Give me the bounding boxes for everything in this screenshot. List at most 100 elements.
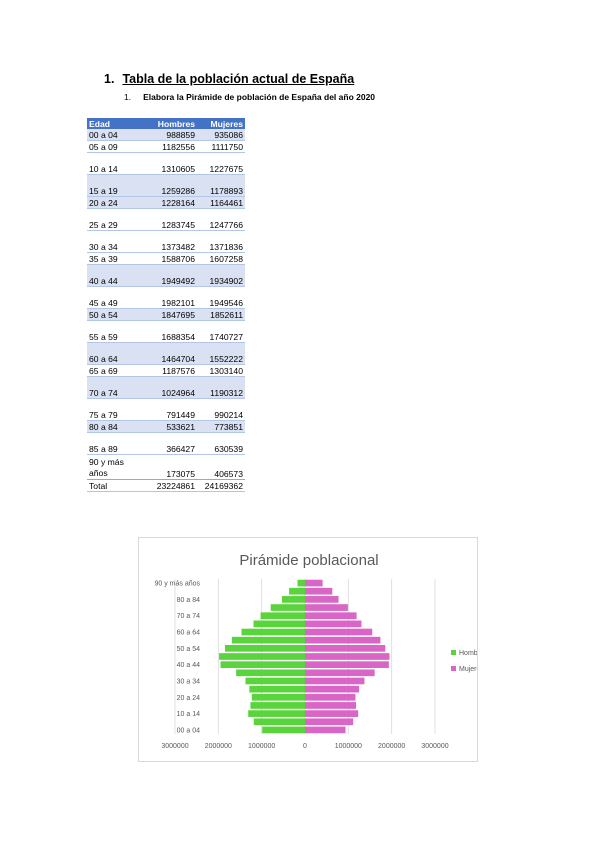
bar-mujeres bbox=[305, 702, 357, 709]
bar-hombres bbox=[224, 644, 305, 652]
cell-edad: 50 a 54 bbox=[87, 308, 143, 321]
cell-edad: 55 a 59 bbox=[89, 332, 118, 342]
bar-mujeres bbox=[305, 669, 375, 677]
bar-mujeres bbox=[305, 644, 386, 652]
table-row: 55 a 59 1688354 1740727 bbox=[87, 321, 245, 343]
table-row: 35 a 39 1588706 1607258 bbox=[87, 253, 245, 265]
cell-mujeres: 1190312 bbox=[197, 376, 245, 399]
subheading-text: Elabora la Pirámide de población de Espa… bbox=[143, 92, 376, 102]
cell-edad: 20 a 24 bbox=[87, 196, 143, 209]
bar-mujeres bbox=[305, 612, 357, 620]
bar-hombres bbox=[281, 596, 305, 603]
cell-edad: 40 a 44 bbox=[87, 264, 143, 287]
category-tick-label: 20 a 24 bbox=[177, 695, 200, 702]
cell-mujeres: 1178893 bbox=[197, 174, 245, 197]
cell-hombres: 1310605 bbox=[161, 164, 195, 174]
chart-title: Pirámide poblacional bbox=[239, 552, 378, 569]
cell-mujeres: 1164461 bbox=[197, 196, 245, 209]
bar-hombres bbox=[220, 661, 305, 669]
category-tick-label: 50 a 54 bbox=[177, 646, 200, 653]
cell-edad: 80 a 84 bbox=[87, 420, 143, 433]
cell-mujeres: 1607258 bbox=[209, 254, 243, 264]
bar-mujeres bbox=[305, 677, 365, 685]
cell-mujeres: 935086 bbox=[197, 129, 245, 141]
page-heading: 1. Tabla de la población actual de España bbox=[104, 72, 354, 86]
cell-mujeres: 630539 bbox=[214, 444, 243, 454]
cell-mujeres: 990214 bbox=[214, 410, 243, 420]
bar-hombres bbox=[262, 726, 305, 734]
cell-edad: 60 a 64 bbox=[87, 342, 143, 365]
pyramid-svg: Pirámide poblacional 00 a 04 10 a 14 20 a 2… bbox=[154, 552, 477, 750]
legend-swatch bbox=[451, 666, 456, 671]
x-tick-label: 2000000 bbox=[378, 743, 405, 750]
cell-edad: 85 a 89 bbox=[89, 444, 118, 454]
cell-hombres: 791449 bbox=[166, 410, 195, 420]
cell-mujeres: 1740727 bbox=[209, 332, 243, 342]
category-tick-label: 60 a 64 bbox=[177, 630, 200, 637]
legend-label: Mujeres bbox=[459, 666, 477, 673]
cell-hombres: 1949492 bbox=[143, 264, 197, 287]
bar-hombres bbox=[219, 653, 305, 660]
cell-edad: 25 a 29 bbox=[89, 220, 118, 230]
bar-hombres bbox=[270, 604, 305, 611]
cell-edad: 45 a 49 bbox=[89, 298, 118, 308]
category-tick-label: 90 y más años bbox=[154, 581, 200, 588]
bar-mujeres bbox=[305, 710, 359, 717]
cell-hombres: 1283745 bbox=[161, 220, 195, 230]
cell-hombres: 1259286 bbox=[143, 174, 197, 197]
bar-mujeres bbox=[305, 693, 356, 701]
cell-mujeres: 1247766 bbox=[209, 220, 243, 230]
x-tick-label: 0 bbox=[303, 743, 307, 750]
cell-mujeres: 1371836 bbox=[209, 242, 243, 252]
table-row: 10 a 14 1310605 1227675 bbox=[87, 153, 245, 175]
category-tick-label: 30 a 34 bbox=[177, 678, 200, 685]
cell-edad: 05 a 09 bbox=[89, 142, 118, 152]
header-hombres: Hombres bbox=[143, 118, 197, 129]
cell-hombres: 1024964 bbox=[143, 376, 197, 399]
table-row: 75 a 79 791449 990214 bbox=[87, 399, 245, 421]
bar-hombres bbox=[248, 710, 305, 717]
total-mujeres: 24169362 bbox=[197, 479, 245, 492]
bar-hombres bbox=[236, 669, 305, 677]
cell-hombres: 1187576 bbox=[162, 366, 195, 376]
cell-mujeres: 773851 bbox=[197, 420, 245, 433]
header-edad: Edad bbox=[87, 118, 143, 129]
cell-mujeres: 1934902 bbox=[197, 264, 245, 287]
bar-hombres bbox=[260, 612, 305, 620]
cell-hombres: 1982101 bbox=[161, 298, 195, 308]
table-total-row: Total 23224861 24169362 bbox=[87, 479, 245, 492]
table-row: 85 a 89 366427 630539 bbox=[87, 433, 245, 455]
bar-hombres bbox=[253, 718, 305, 726]
cell-hombres: 173075 bbox=[166, 469, 195, 479]
category-tick-label: 70 a 74 bbox=[177, 613, 200, 620]
table-row: 65 a 69 1187576 1303140 bbox=[87, 365, 245, 377]
bar-mujeres bbox=[305, 628, 373, 636]
total-hombres: 23224861 bbox=[143, 479, 197, 492]
bar-mujeres bbox=[305, 587, 333, 595]
bar-mujeres bbox=[305, 726, 346, 734]
table-row: 90 y más años 173075 406573 bbox=[87, 455, 245, 480]
x-tick-label: 1000000 bbox=[335, 743, 362, 750]
cell-mujeres: 1303140 bbox=[209, 366, 243, 376]
x-tick-label: 3000000 bbox=[421, 743, 448, 750]
bar-mujeres bbox=[305, 718, 354, 726]
bar-hombres bbox=[245, 677, 305, 685]
cell-mujeres: 1949546 bbox=[209, 298, 243, 308]
bar-mujeres bbox=[305, 653, 390, 660]
category-tick-label: 00 a 04 bbox=[177, 727, 200, 734]
heading-text: Tabla de la población actual de España bbox=[122, 72, 355, 86]
cell-edad: 70 a 74 bbox=[87, 376, 143, 399]
bar-mujeres bbox=[305, 636, 381, 644]
bar-mujeres bbox=[305, 685, 360, 693]
bar-hombres bbox=[250, 702, 305, 709]
subheading-number: 1. bbox=[124, 92, 132, 102]
population-pyramid-chart: Pirámide poblacional 00 a 04 10 a 14 20 a 2… bbox=[138, 537, 478, 762]
table-row: 25 a 29 1283745 1247766 bbox=[87, 209, 245, 231]
table-row: 60 a 64 1464704 1552222 bbox=[87, 342, 245, 365]
bar-hombres bbox=[241, 628, 305, 636]
legend-label: Hombres bbox=[459, 650, 477, 657]
bar-hombres bbox=[251, 693, 305, 701]
bar-mujeres bbox=[305, 579, 323, 587]
table-row: 70 a 74 1024964 1190312 bbox=[87, 376, 245, 399]
bar-mujeres bbox=[305, 596, 339, 603]
